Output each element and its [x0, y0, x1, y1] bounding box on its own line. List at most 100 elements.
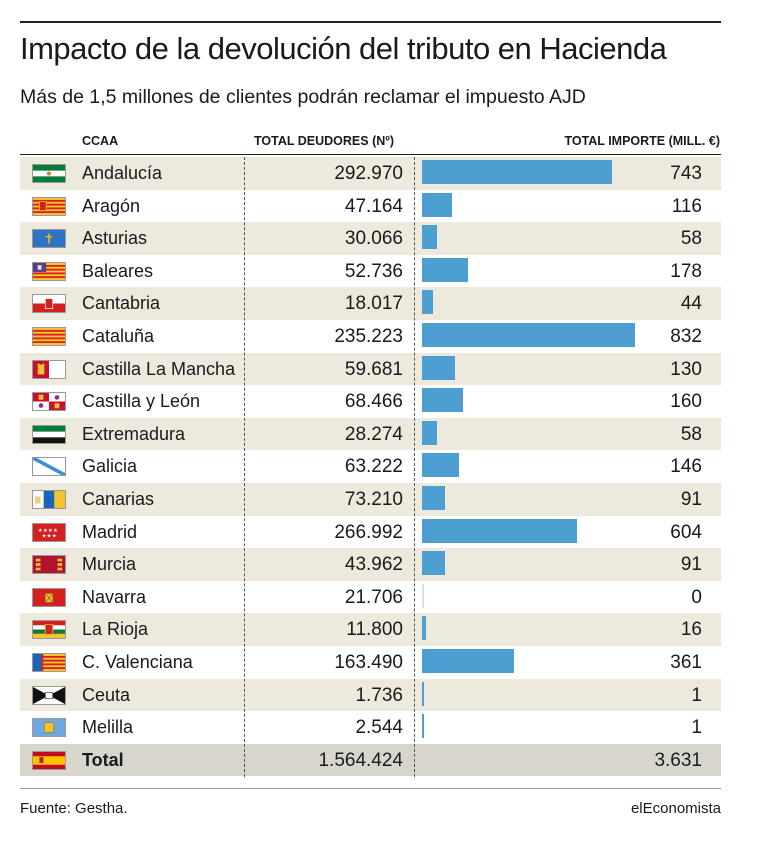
ccaa-name: Extremadura: [82, 423, 186, 444]
footer-rule: [20, 788, 721, 789]
ccaa-name: Andalucía: [82, 163, 163, 183]
importe-value: 58: [680, 423, 702, 445]
ccaa-name: C. Valenciana: [82, 651, 193, 672]
deudores-value: 292.970: [334, 163, 403, 184]
ccaa-name: Aragón: [82, 195, 141, 216]
importe-bar: [422, 551, 446, 576]
ccaa-name: Castilla y León: [82, 391, 201, 412]
importe-value: 16: [680, 619, 702, 641]
column-divider: [414, 157, 415, 777]
table-row: Aragón 47.164 116: [20, 190, 721, 223]
column-header-ccaa: CCAA: [82, 134, 119, 148]
table-row: C. Valenciana 163.490 361: [20, 646, 721, 679]
importe-value: 743: [670, 163, 702, 184]
madrid-flag-icon: ★★★★ ★★★: [32, 522, 66, 542]
ccaa-name: Cantabria: [82, 293, 161, 314]
deudores-value: 18.017: [344, 293, 403, 315]
melilla-flag-icon: [32, 718, 66, 738]
extremadura-flag-icon: [32, 424, 66, 444]
importe-value: 361: [670, 651, 702, 673]
table-row: Cantabria 18.017 44: [20, 287, 721, 320]
column-header-deudores: TOTAL DEUDORES (Nº): [254, 134, 394, 148]
importe-bar: [422, 583, 424, 608]
ccaa-name: Galicia: [82, 456, 138, 477]
data-table: Andalucía 292.970 743 Aragón 47.164 116 Asturi…: [20, 157, 721, 777]
galicia-flag-icon: [32, 457, 66, 477]
importe-bar: [422, 648, 515, 673]
ceuta-flag-icon: [32, 685, 66, 705]
table-row: Baleares 52.736 178: [20, 255, 721, 288]
importe-bar: [422, 225, 437, 250]
column-header-importe: TOTAL IMPORTE (MILL. €): [564, 134, 720, 148]
table-row: Cataluña 235.223 832: [20, 320, 721, 353]
table-row: Castilla y León 68.466 160: [20, 385, 721, 418]
chart-title: Impacto de la devolución del tributo en …: [20, 31, 667, 66]
aragon-flag-icon: [32, 196, 66, 216]
canarias-flag-icon: [32, 489, 66, 509]
importe-value: 58: [680, 228, 702, 250]
total-row: Total 1.564.424 3.631: [20, 743, 721, 777]
source-note: Fuente: Gestha.: [20, 800, 128, 817]
deudores-value: 2.544: [355, 717, 403, 739]
ccaa-name: Madrid: [82, 521, 138, 542]
deudores-value: 1.736: [355, 684, 403, 706]
deudores-value: 235.223: [334, 325, 403, 347]
importe-value: 832: [670, 325, 702, 347]
ccaa-name: La Rioja: [82, 619, 149, 640]
header-rule: [20, 154, 721, 155]
importe-bar: [422, 355, 456, 380]
importe-value: 178: [670, 260, 702, 282]
table-row: Castilla La Mancha 59.681 130: [20, 352, 721, 386]
ccaa-name: Castilla La Mancha: [82, 358, 236, 379]
importe-value: 160: [670, 391, 702, 413]
navarra-flag-icon: [32, 587, 66, 607]
table-row: Galicia 63.222 146: [20, 450, 721, 483]
importe-value: 1: [691, 717, 702, 739]
castilla-la-mancha-flag-icon: [32, 359, 66, 379]
ccaa-name: Ceuta: [82, 684, 131, 705]
table-row: Melilla 2.544 1: [20, 711, 721, 744]
table-row: Murcia 43.962 91: [20, 548, 721, 581]
importe-value: 130: [670, 358, 702, 380]
valenciana-flag-icon: [32, 652, 66, 672]
table-row: ★★★★ ★★★ Madrid 266.992 604: [20, 516, 721, 549]
top-rule: [20, 21, 721, 23]
importe-bar: [422, 420, 437, 445]
table-row: Extremadura 28.274 58: [20, 417, 721, 451]
importe-value: 604: [670, 521, 702, 543]
importe-value: 116: [671, 195, 702, 217]
spain-flag-icon: [32, 750, 66, 770]
importe-value: 1: [691, 684, 702, 706]
importe-bar: [422, 192, 452, 217]
importe-bar: [422, 453, 460, 478]
importe-bar: [422, 160, 613, 184]
la-rioja-flag-icon: [32, 620, 66, 640]
importe-value: 44: [680, 293, 702, 315]
table-row: La Rioja 11.800 16: [20, 613, 721, 646]
svg-text:★★★★: ★★★★: [38, 528, 58, 534]
importe-bar: [422, 290, 434, 315]
importe-value: 91: [680, 488, 702, 510]
deudores-value: 47.164: [344, 195, 403, 217]
table-row: Ceuta 1.736 1: [20, 678, 721, 712]
deudores-value: 52.736: [344, 260, 403, 282]
importe-bar: [422, 518, 577, 543]
deudores-value: 73.210: [344, 488, 403, 510]
importe-value: 3.631: [654, 749, 702, 771]
table-row: Navarra 21.706 0: [20, 581, 721, 614]
ccaa-name: Total: [82, 749, 124, 770]
importe-bar: [422, 714, 424, 739]
deudores-value: 1.564.424: [318, 749, 403, 771]
andalucia-flag-icon: [32, 164, 66, 183]
chart-subtitle: Más de 1,5 millones de clientes podrán r…: [20, 86, 586, 108]
cantabria-flag-icon: [32, 294, 66, 314]
deudores-value: 30.066: [344, 228, 403, 250]
table-row: Andalucía 292.970 743: [20, 157, 721, 190]
importe-bar: [422, 388, 463, 413]
baleares-flag-icon: [32, 261, 66, 281]
deudores-value: 63.222: [344, 456, 403, 478]
importe-value: 0: [691, 586, 702, 608]
deudores-value: 11.800: [346, 619, 403, 641]
deudores-value: 68.466: [344, 391, 403, 413]
ccaa-name: Murcia: [82, 554, 137, 575]
